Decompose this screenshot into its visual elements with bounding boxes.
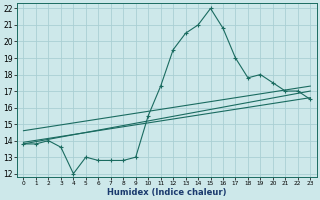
X-axis label: Humidex (Indice chaleur): Humidex (Indice chaleur) <box>107 188 227 197</box>
